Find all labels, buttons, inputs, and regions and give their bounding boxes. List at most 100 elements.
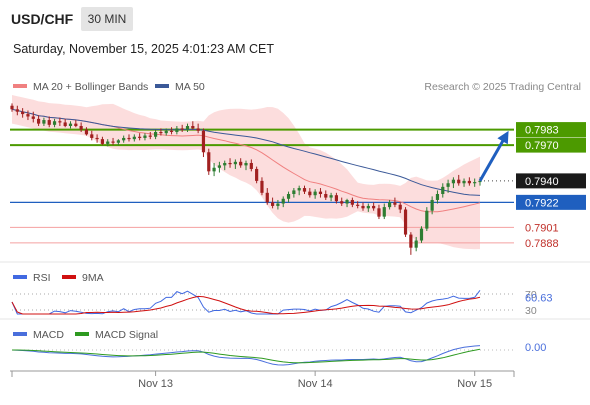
- rsi-tick-label: 30: [525, 305, 537, 317]
- candle-body: [297, 188, 301, 191]
- macd-signal-line: [12, 348, 481, 364]
- timeframe-label: 30 MIN: [88, 12, 127, 26]
- candle-body: [329, 195, 333, 198]
- candle-body: [377, 208, 381, 217]
- candle: [15, 105, 19, 116]
- candle: [42, 117, 46, 127]
- candle-body: [68, 123, 73, 127]
- price-levels: [10, 128, 514, 244]
- candle: [249, 159, 253, 172]
- candle: [228, 158, 232, 168]
- candle-body: [79, 126, 83, 130]
- candle-body: [26, 114, 30, 117]
- rsi-ma-line: [11, 295, 481, 315]
- price-level-tag-text: 0.7970: [525, 140, 559, 152]
- candle-body: [478, 180, 482, 183]
- candle-body: [175, 128, 179, 132]
- candle-body: [324, 194, 328, 198]
- candle-body: [286, 194, 291, 199]
- candle: [425, 207, 429, 231]
- candle: [377, 204, 381, 220]
- candle: [451, 177, 456, 189]
- candle-body: [169, 130, 174, 132]
- candle: [334, 192, 339, 204]
- candle: [175, 126, 179, 135]
- candle: [191, 121, 195, 130]
- candle: [212, 162, 216, 177]
- rsi-ma-legend-label: 9MA: [82, 272, 104, 284]
- candle: [159, 128, 163, 136]
- candle: [207, 148, 211, 175]
- candle: [398, 202, 402, 214]
- candle: [201, 128, 206, 158]
- candle-body: [58, 121, 62, 123]
- candle-body: [467, 180, 471, 184]
- candle: [473, 178, 477, 187]
- candle: [74, 120, 78, 128]
- candle: [100, 136, 105, 146]
- macd-value-label: 0.00: [525, 342, 546, 354]
- candle-body: [164, 130, 168, 134]
- candle-body: [265, 192, 269, 203]
- x-axis-tick-label: Nov 14: [298, 378, 333, 390]
- candle-body: [153, 131, 158, 137]
- candle-body: [393, 202, 397, 205]
- candle: [58, 117, 62, 127]
- candle: [244, 160, 248, 171]
- candle-body: [249, 162, 253, 169]
- candle: [345, 198, 349, 208]
- candle-body: [159, 131, 163, 134]
- candle: [366, 203, 370, 212]
- candle: [372, 202, 376, 211]
- price-level-label: 0.7888: [525, 238, 559, 250]
- candle: [255, 166, 259, 184]
- forecast-arrow-head: [497, 130, 509, 145]
- ma50-legend-label: MA 50: [175, 81, 205, 93]
- candle: [270, 197, 275, 209]
- candle-body: [228, 162, 232, 165]
- candle-body: [334, 195, 339, 202]
- ma50-legend-swatch: [155, 84, 169, 88]
- candle: [31, 111, 35, 123]
- candle-body: [127, 137, 131, 140]
- candle: [260, 177, 264, 196]
- candle-body: [446, 183, 450, 187]
- timeframe-badge[interactable]: [81, 7, 133, 31]
- rsi-value-label: 60.63: [525, 293, 553, 305]
- candle: [313, 189, 317, 199]
- candle-body: [345, 199, 349, 204]
- symbol-title: USD/CHF: [11, 11, 74, 27]
- candle: [153, 129, 158, 140]
- candle: [10, 103, 14, 112]
- candle: [233, 159, 237, 169]
- candle-body: [403, 209, 408, 235]
- candle-body: [276, 203, 280, 206]
- candle: [276, 199, 280, 210]
- candle: [281, 196, 285, 208]
- candle-body: [111, 141, 115, 143]
- candle: [308, 188, 312, 198]
- candle-body: [398, 204, 402, 210]
- price-level-tag: [516, 194, 586, 210]
- candle-body: [138, 136, 142, 138]
- candle: [430, 196, 434, 215]
- price-level-tag-text: 0.7922: [525, 197, 559, 209]
- candle-body: [372, 205, 376, 209]
- macd-legend-swatch: [13, 332, 27, 336]
- research-credit: Research © 2025 Trading Central: [424, 81, 581, 93]
- macd-signal-legend-label: MACD Signal: [95, 329, 158, 341]
- datetime-label: Saturday, November 15, 2025 4:01:23 AM C…: [13, 42, 274, 56]
- candle-body: [95, 137, 99, 140]
- candle-body: [52, 121, 57, 125]
- price-level-label: 0.7901: [525, 222, 559, 234]
- candle-body: [361, 205, 365, 209]
- price-level-tag: [516, 122, 586, 138]
- ma20-legend-label: MA 20 + Bollinger Bands: [33, 81, 148, 93]
- candle-body: [387, 202, 392, 208]
- candle-body: [340, 201, 344, 204]
- rsi-legend-swatch: [13, 275, 27, 279]
- candle: [462, 178, 466, 187]
- candle: [122, 135, 126, 143]
- candle: [143, 133, 147, 141]
- candle-body: [239, 161, 243, 166]
